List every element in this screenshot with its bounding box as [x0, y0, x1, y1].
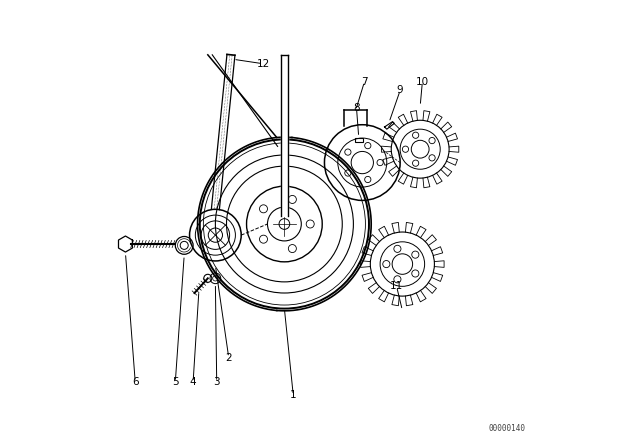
Text: 4: 4 [190, 377, 196, 387]
Text: 2: 2 [225, 353, 232, 362]
Bar [355, 138, 363, 142]
Polygon shape [118, 236, 132, 252]
Text: 10: 10 [416, 77, 429, 86]
Text: 6: 6 [132, 377, 138, 387]
Polygon shape [281, 55, 288, 215]
Text: 1: 1 [290, 390, 296, 401]
Text: 8: 8 [353, 103, 360, 113]
Text: 3: 3 [213, 377, 220, 387]
Text: 5: 5 [172, 377, 179, 387]
Text: 11: 11 [390, 281, 403, 291]
Text: 12: 12 [257, 59, 269, 69]
Text: 7: 7 [361, 77, 368, 86]
Text: 00000140: 00000140 [488, 424, 525, 433]
Text: 9: 9 [397, 86, 403, 95]
